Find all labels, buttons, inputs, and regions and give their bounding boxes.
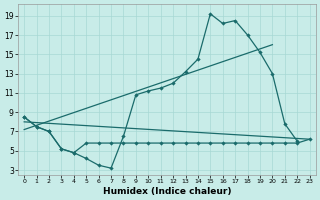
X-axis label: Humidex (Indice chaleur): Humidex (Indice chaleur) — [103, 187, 231, 196]
